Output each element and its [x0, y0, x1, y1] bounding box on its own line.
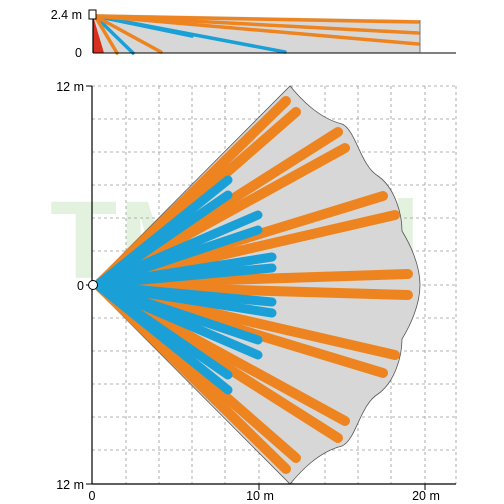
side-view-short-beams [93, 14, 287, 55]
side-long-beam [93, 14, 163, 54]
side-short-beam [93, 14, 287, 54]
side-view-creep-zone [93, 16, 104, 53]
short-beam [95, 263, 277, 289]
y-label-top: 12 m [56, 80, 84, 94]
long-beam [95, 210, 400, 288]
x-label-10m: 10 m [246, 489, 274, 503]
top-view-panel: 12 m 0 12 m 0 10 m 20 m [56, 80, 457, 503]
y-label-center: 0 [77, 279, 84, 293]
top-view-coverage-area [91, 85, 421, 485]
side-view-long-beams [93, 14, 420, 55]
side-long-beam [93, 14, 119, 55]
side-long-beam [93, 14, 420, 24]
side-short-beam [93, 14, 135, 55]
short-beam [95, 225, 263, 288]
short-beam [95, 282, 233, 395]
x-label-20m: 20 m [412, 489, 440, 503]
side-view-height-label: 2.4 m [51, 8, 82, 22]
side-long-beam [93, 14, 420, 35]
y-label-bottom: 12 m [56, 478, 84, 492]
side-view-panel: 2.4 m 0 [51, 8, 456, 60]
side-long-beam [93, 14, 420, 46]
short-beam [95, 281, 277, 318]
side-view-sensor [88, 9, 97, 20]
short-beam [95, 190, 233, 288]
long-beam [95, 143, 350, 288]
short-beam [95, 282, 263, 360]
side-view-zero-label: 0 [75, 46, 82, 60]
top-view-sensor [88, 280, 98, 290]
x-label-zero: 0 [89, 489, 96, 503]
top-view-short-beams [95, 175, 277, 395]
